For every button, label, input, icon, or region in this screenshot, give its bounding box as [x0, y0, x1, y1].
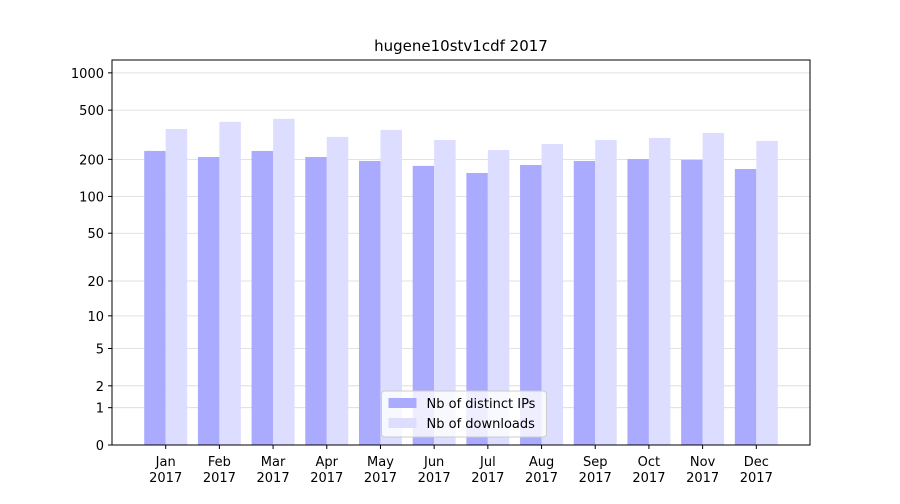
bar [251, 150, 274, 445]
bar [487, 150, 510, 445]
bar [466, 172, 488, 445]
legend-swatch [388, 418, 417, 428]
y-tick-label: 5 [96, 342, 104, 357]
bar [520, 164, 542, 445]
bar [219, 121, 241, 446]
bar [627, 159, 649, 445]
bar [273, 118, 295, 445]
bar [165, 129, 188, 446]
x-tick-label: Jun 2017 [418, 455, 451, 486]
y-tick-label: 1 [96, 402, 104, 417]
x-tick-label: Aug 2017 [525, 455, 558, 486]
legend-label: Nb of downloads [427, 417, 536, 432]
bar [358, 160, 381, 446]
y-tick-label: 2 [96, 380, 104, 395]
y-tick-label: 20 [87, 275, 104, 290]
x-tick-label: Feb 2017 [203, 455, 236, 486]
bar [541, 144, 564, 445]
x-tick-label: Sep 2017 [579, 455, 612, 486]
plot-frame [111, 59, 811, 446]
x-tick-label: Jul 2017 [471, 455, 504, 486]
y-tick-label: 10 [87, 310, 104, 325]
bar [412, 165, 435, 445]
y-tick-label: 1000 [71, 67, 104, 82]
x-tick-label: Dec 2017 [740, 455, 773, 486]
bar [144, 150, 166, 445]
bar [380, 129, 402, 445]
legend: Nb of distinct IPs Nb of downloads [381, 390, 547, 438]
bar [326, 136, 349, 445]
y-tick-label: 500 [79, 104, 104, 119]
y-tick-label: 200 [79, 153, 104, 168]
chart-title: hugene10stv1cdf 2017 [374, 37, 548, 55]
bar [681, 159, 703, 445]
bar [197, 156, 220, 445]
bar [573, 160, 596, 446]
legend-label: Nb of distinct IPs [427, 397, 536, 412]
y-tick-label: 50 [87, 227, 104, 242]
bar [702, 132, 725, 445]
bar [305, 156, 327, 445]
bar [756, 140, 778, 446]
bar [434, 139, 456, 446]
legend-swatch [388, 398, 417, 408]
x-tick-label: Oct 2017 [632, 455, 665, 486]
bar [595, 139, 617, 446]
bar [734, 169, 757, 445]
y-tick-label: 0 [96, 439, 104, 454]
legend-box [381, 390, 547, 438]
x-tick-label: Apr 2017 [310, 455, 343, 486]
bar [648, 137, 671, 445]
x-tick-label: Mar 2017 [257, 455, 290, 486]
y-tick-label: 100 [79, 190, 104, 205]
x-tick-label: May 2017 [364, 455, 397, 486]
x-tick-label: Nov 2017 [686, 455, 719, 486]
x-tick-label: Jan 2017 [149, 455, 182, 486]
